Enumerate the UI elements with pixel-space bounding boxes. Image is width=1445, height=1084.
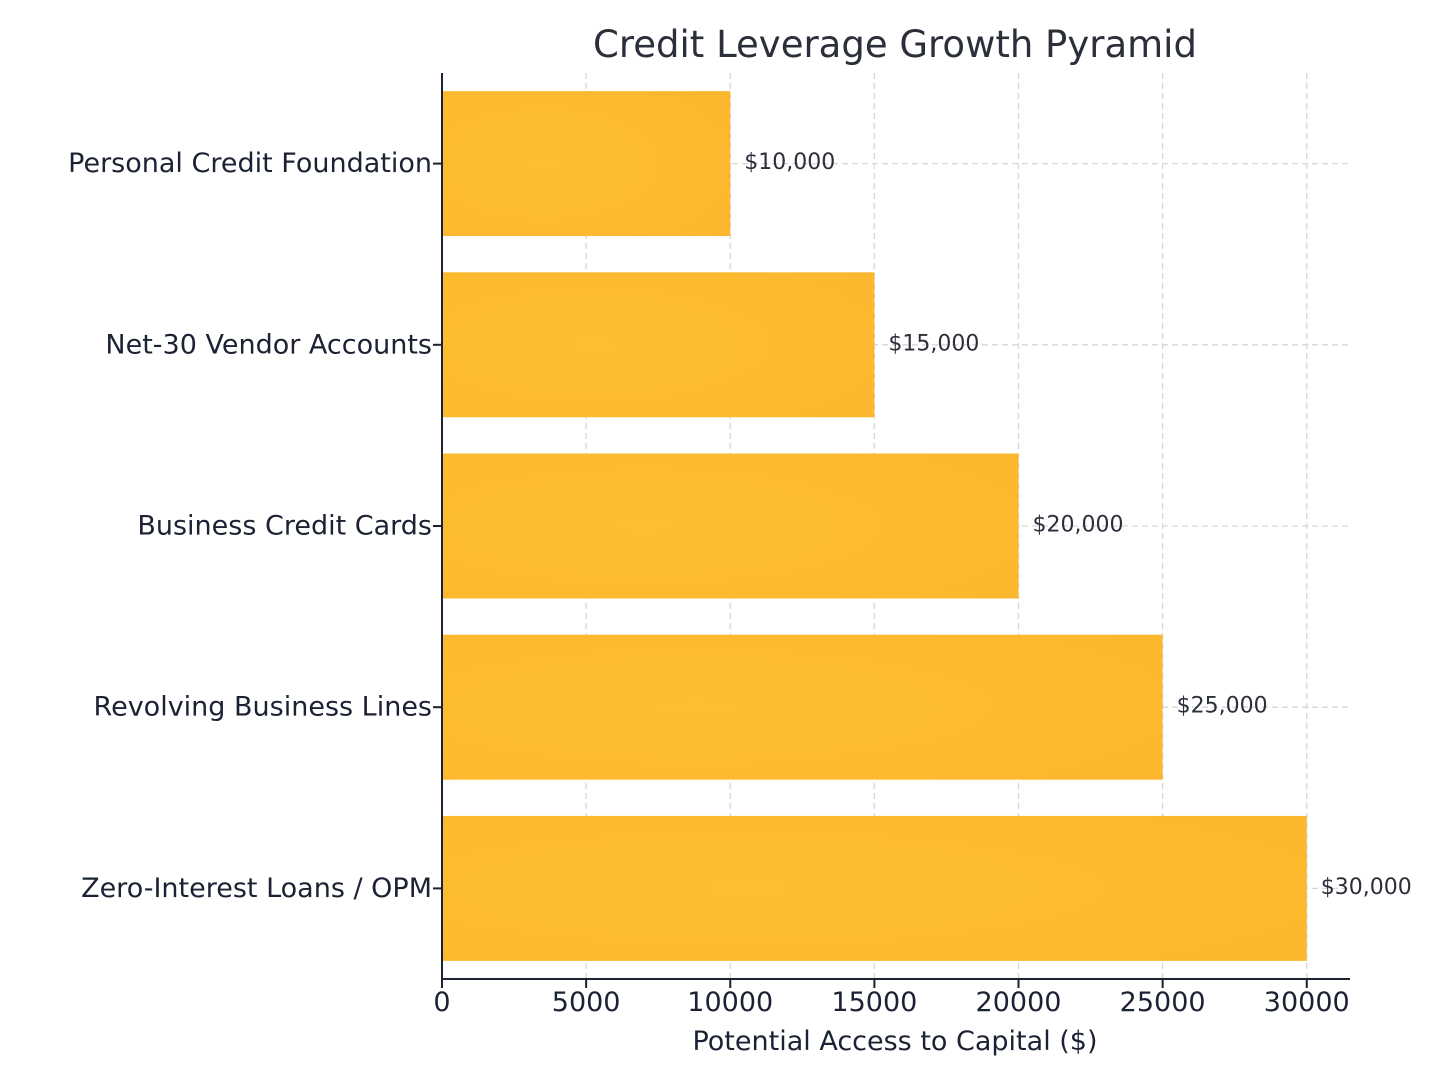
data-label: $10,000 [744, 150, 835, 175]
x-axis-label: Potential Access to Capital ($) [692, 1026, 1097, 1057]
data-label: $30,000 [1321, 875, 1412, 900]
bar [442, 453, 1019, 599]
bar [442, 634, 1163, 780]
x-tick-label: 15000 [831, 987, 917, 1018]
bar [442, 272, 875, 418]
chart-title: Credit Leverage Growth Pyramid [593, 23, 1197, 66]
x-tick-label: 5000 [552, 987, 621, 1018]
category-label: Revolving Business Lines [94, 692, 432, 723]
category-label: Business Credit Cards [137, 511, 432, 542]
x-tick-label: 25000 [1120, 987, 1206, 1018]
x-tick-label: 10000 [687, 987, 773, 1018]
category-label: Zero-Interest Loans / OPM [81, 873, 432, 904]
bar-layer [442, 91, 1307, 961]
label-layer: Personal Credit Foundation $10,000 Net-30 … [68, 148, 1412, 1018]
bar [442, 815, 1307, 961]
data-label: $15,000 [888, 331, 979, 356]
x-tick-label: 20000 [976, 987, 1062, 1018]
data-label: $25,000 [1177, 694, 1268, 719]
data-label: $20,000 [1033, 513, 1124, 538]
category-label: Net-30 Vendor Accounts [105, 329, 432, 360]
bar [442, 91, 731, 237]
category-label: Personal Credit Foundation [68, 148, 432, 179]
x-tick-label: 30000 [1264, 987, 1350, 1018]
axis-layer [433, 73, 1350, 988]
x-tick-label: 0 [433, 987, 450, 1018]
